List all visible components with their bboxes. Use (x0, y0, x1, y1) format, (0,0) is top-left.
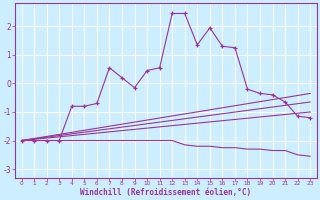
X-axis label: Windchill (Refroidissement éolien,°C): Windchill (Refroidissement éolien,°C) (80, 188, 252, 197)
